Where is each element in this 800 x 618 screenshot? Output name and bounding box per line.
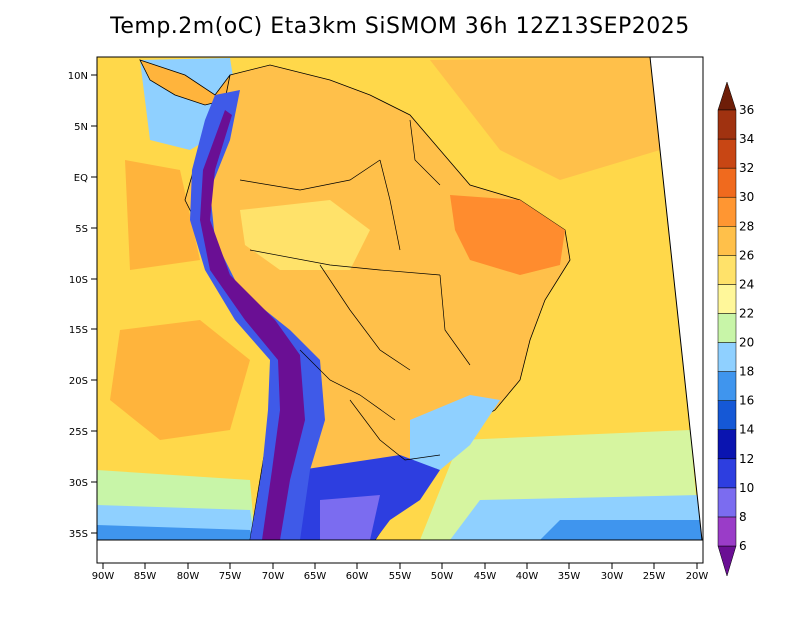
lon-label-25w: 25W (643, 571, 666, 582)
country-borders (239, 119, 471, 461)
lat-label-20s: 20S (69, 376, 88, 387)
lon-label-85w: 85W (134, 571, 157, 582)
colorbar-label: 6 (739, 539, 747, 553)
andes-coldest-band (200, 110, 305, 540)
lat-label-15s: 15S (69, 325, 88, 336)
pacific-warm-patch-north (125, 160, 200, 270)
lat-ticks: 10N 5N EQ 5S 10S 15S 20S 25S 30S 35S (68, 71, 97, 540)
amazon-mild (240, 200, 370, 270)
lon-label-45w: 45W (474, 571, 497, 582)
colorbar-label: 10 (739, 481, 754, 495)
lon-label-60w: 60W (346, 571, 369, 582)
colorbar-label: 16 (739, 394, 754, 408)
colorbar-segment (717, 255, 737, 285)
colorbar-label: 28 (739, 219, 754, 233)
lon-label-75w: 75W (219, 571, 242, 582)
atlantic-warm-band (430, 57, 660, 180)
lat-label-eq: EQ (74, 173, 88, 184)
southern-coldest (320, 495, 380, 540)
colorbar-bottom-arrow (717, 545, 737, 577)
colorbar-label: 24 (739, 277, 754, 291)
colorbar-label: 32 (739, 161, 754, 175)
south-pacific-coldest (97, 525, 255, 540)
southeast-brazil-cool (410, 395, 500, 470)
lon-label-50w: 50W (431, 571, 454, 582)
colorbar-label: 14 (739, 423, 754, 437)
map-title: Temp.2m(oC) Eta3km SiSMOM 36h 12Z13SEP20… (110, 14, 690, 39)
lat-label-35s: 35S (69, 529, 88, 540)
colorbar-segment (717, 313, 737, 343)
pacific-warm-patch (110, 320, 250, 440)
colorbar-segment (717, 138, 737, 169)
lon-label-55w: 55W (389, 571, 412, 582)
lon-ticks: 90W 85W 80W 75W 70W 65W 60W 55W 50W 45W … (92, 563, 709, 582)
lon-label-30w: 30W (601, 571, 624, 582)
colorbar-top-arrow (717, 81, 737, 111)
northeast-brazil-hot (450, 195, 565, 275)
lat-label-25s: 25S (69, 427, 88, 438)
colorbar-segment (717, 109, 737, 140)
lon-label-20w: 20W (686, 571, 709, 582)
colorbar-segment (717, 487, 737, 518)
lon-label-70w: 70W (262, 571, 285, 582)
colorbar-segment (717, 400, 737, 430)
lat-label-30s: 30S (69, 478, 88, 489)
colorbar: 6 8 10 12 14 16 18 20 22 24 26 28 30 32 34 36 (717, 81, 754, 577)
lat-label-10s: 10S (69, 275, 88, 286)
lon-label-35w: 35W (558, 571, 581, 582)
colorbar-segment (717, 516, 737, 547)
lat-label-5s: 5S (75, 224, 88, 235)
lon-label-90w: 90W (92, 571, 115, 582)
south-atlantic-coldest (540, 520, 702, 540)
colorbar-segment (717, 429, 737, 460)
colorbar-segment (717, 342, 737, 372)
colorbar-label: 36 (739, 103, 754, 117)
colorbar-label: 22 (739, 306, 754, 320)
colorbar-segment (717, 458, 737, 489)
colorbar-segment (717, 284, 737, 314)
lon-label-80w: 80W (177, 571, 200, 582)
colorbar-label: 12 (739, 452, 754, 466)
colorbar-segment (717, 167, 737, 198)
colorbar-label: 18 (739, 365, 754, 379)
lat-label-5n: 5N (74, 122, 88, 133)
colorbar-label: 20 (739, 336, 754, 350)
lon-label-65w: 65W (304, 571, 327, 582)
colorbar-label: 26 (739, 248, 754, 262)
colorbar-segment (717, 371, 737, 401)
colorbar-segment (717, 226, 737, 256)
colorbar-segment (717, 196, 737, 227)
colorbar-label: 34 (739, 132, 754, 146)
lat-label-10n: 10N (68, 71, 88, 82)
lon-label-40w: 40W (516, 571, 539, 582)
colorbar-label: 30 (739, 190, 754, 204)
colorbar-label: 8 (739, 510, 747, 524)
temperature-field (97, 57, 702, 540)
